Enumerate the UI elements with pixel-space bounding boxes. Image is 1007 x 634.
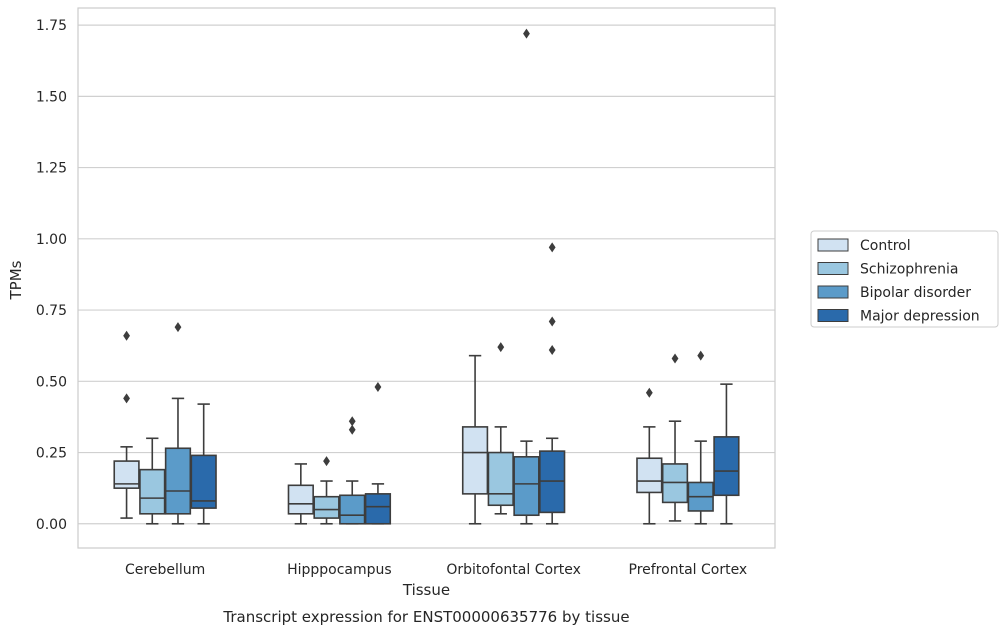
box-body [190, 454, 217, 509]
outlier-point [348, 424, 356, 435]
y-tick-label: 1.00 [36, 232, 67, 248]
legend-swatch [817, 285, 849, 299]
y-tick-labels: 0.00 0.25 0.50 0.75 1.00 1.25 1.50 1.75 [36, 18, 67, 533]
legend: Control Schizophrenia Bipolar disorder Majo… [810, 230, 999, 328]
y-tick-label: 1.75 [36, 18, 67, 34]
x-tick-labels: Cerebellum Hipppocampus Orbitofontal Corte… [125, 562, 747, 578]
x-tick-label: Orbitofontal Cortex [446, 562, 581, 578]
x-tick-label: Prefrontal Cortex [629, 562, 748, 578]
outlier-point [697, 350, 705, 361]
box [113, 330, 140, 519]
outlier-point [523, 28, 530, 39]
box [139, 437, 166, 525]
x-tick-label: Hipppocampus [287, 562, 392, 578]
series-control [113, 330, 663, 525]
outlier-point [323, 456, 330, 467]
outlier-point [123, 393, 130, 404]
y-tick-label: 0.00 [36, 517, 67, 533]
outlier-point [374, 381, 382, 392]
chart-caption: Transcript expression for ENST0000063577… [222, 608, 629, 626]
box-body [139, 468, 166, 515]
outlier-point [123, 330, 130, 341]
outlier-point [548, 316, 556, 327]
box [364, 381, 392, 525]
outlier-point [671, 353, 679, 364]
legend-swatch [817, 309, 849, 322]
outlier-point [348, 416, 356, 427]
y-axis-title: TPMs [7, 260, 25, 300]
box [190, 403, 217, 525]
x-tick-label: Cerebellum [125, 562, 205, 578]
series-bipolar-disorder [164, 28, 714, 525]
legend-label: Bipolar disorder [860, 285, 971, 301]
box-body [164, 447, 192, 515]
box-body [713, 436, 740, 497]
box-series [113, 28, 740, 525]
outlier-point [497, 342, 505, 353]
plot-frame [77, 7, 776, 549]
box [687, 350, 714, 525]
box-body [287, 484, 314, 515]
box [313, 456, 340, 525]
legend-swatch [817, 262, 849, 275]
outlier-point [645, 387, 653, 398]
box-body [513, 456, 540, 517]
series-schizophrenia [139, 342, 689, 525]
y-tick-label: 0.75 [36, 303, 67, 319]
gridlines [78, 24, 775, 525]
box-body [487, 451, 514, 507]
box [287, 463, 314, 525]
box [539, 242, 566, 525]
legend-label: Schizophrenia [860, 262, 958, 278]
box-body [339, 494, 366, 525]
outlier-point [548, 242, 556, 253]
y-tick-label: 0.25 [36, 446, 67, 462]
box-body [636, 457, 663, 494]
box [713, 383, 740, 525]
y-tick-label: 1.50 [36, 89, 67, 105]
box [487, 342, 514, 515]
box [164, 322, 192, 525]
box [636, 387, 663, 525]
legend-label: Control [860, 238, 911, 254]
box-body [313, 495, 340, 519]
x-axis-title: Tissue [402, 581, 450, 599]
legend-frame [810, 230, 999, 328]
box [661, 353, 689, 522]
outlier-point [174, 322, 182, 333]
box-body [364, 493, 392, 525]
legend-label: Major depression [860, 309, 980, 325]
box [461, 354, 489, 525]
y-tick-label: 1.25 [36, 161, 67, 177]
box-body [461, 426, 489, 495]
series-major-depression [190, 242, 740, 525]
outlier-point [548, 344, 556, 355]
legend-swatch [817, 238, 849, 252]
box [513, 28, 540, 525]
y-tick-label: 0.50 [36, 374, 67, 390]
box [339, 416, 366, 525]
